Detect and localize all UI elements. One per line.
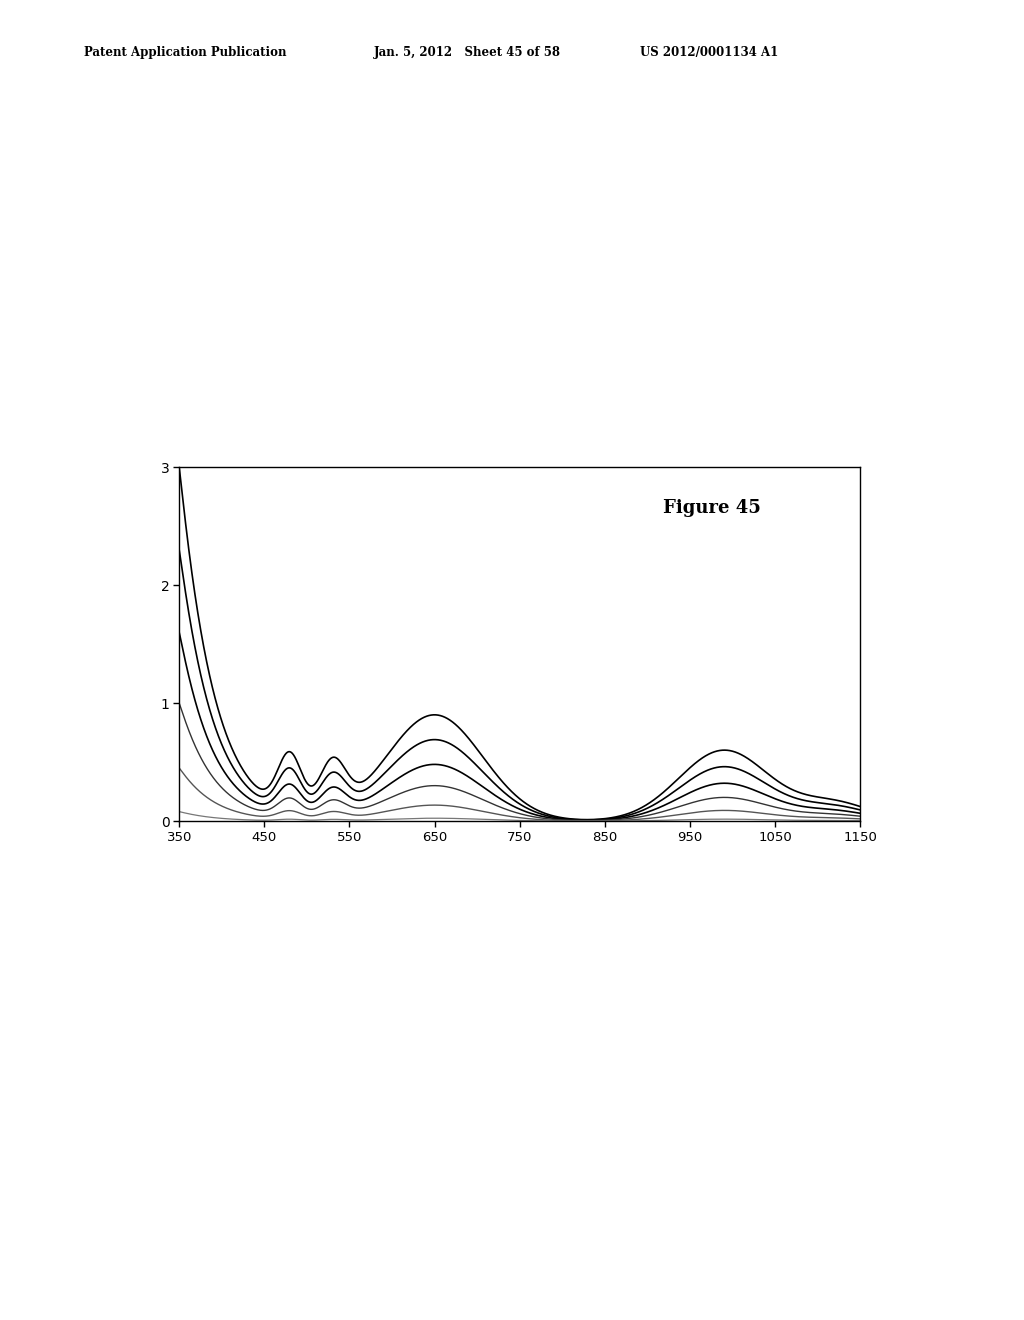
Text: Jan. 5, 2012   Sheet 45 of 58: Jan. 5, 2012 Sheet 45 of 58 (374, 46, 561, 59)
Text: Figure 45: Figure 45 (663, 499, 761, 517)
Text: US 2012/0001134 A1: US 2012/0001134 A1 (640, 46, 778, 59)
Text: Patent Application Publication: Patent Application Publication (84, 46, 287, 59)
